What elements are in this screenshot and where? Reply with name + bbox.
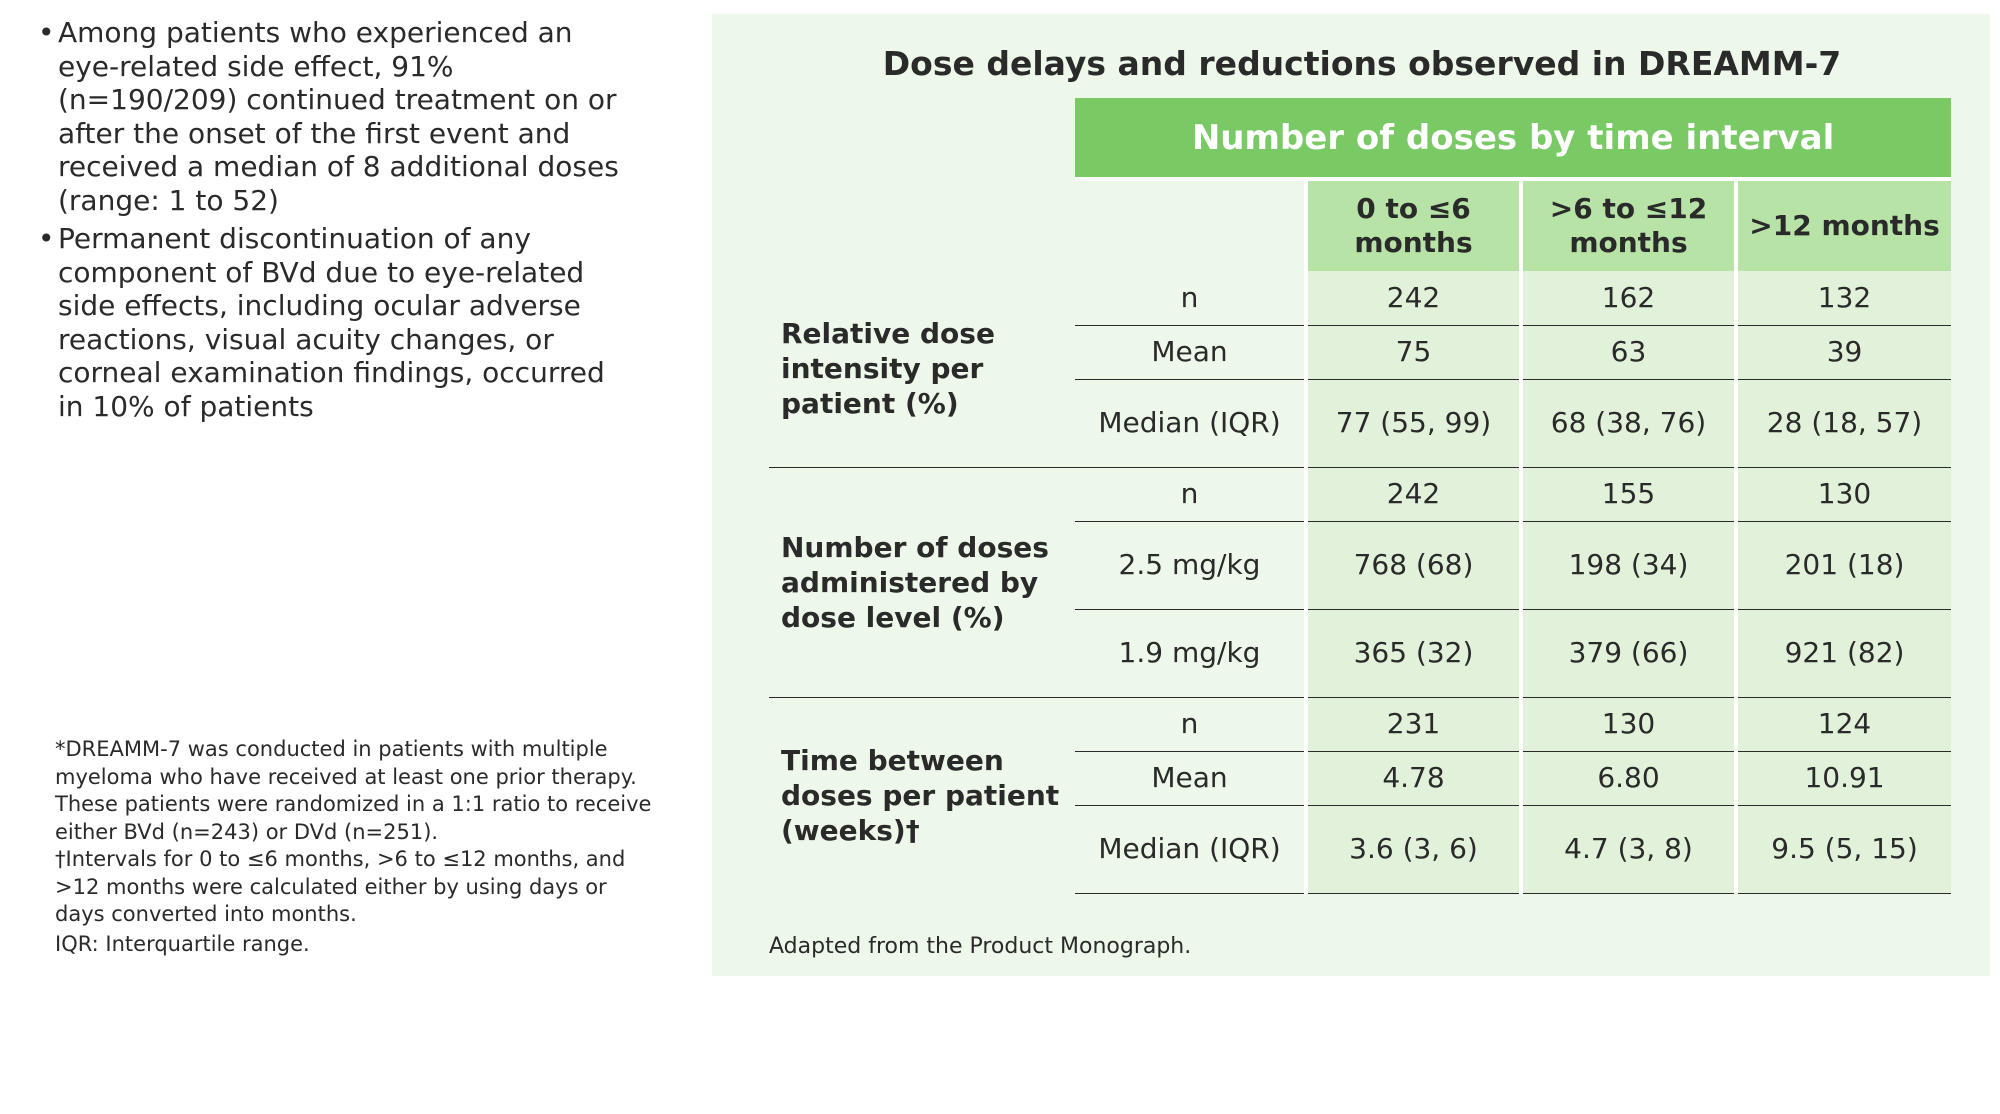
table-cell: 768 (68) (1304, 520, 1521, 609)
table-cell: 75 (1304, 324, 1521, 379)
footnote-iqr: IQR: Interquartile range. (55, 931, 310, 956)
footnotes: *DREAMM-7 was conducted in patients with… (55, 736, 655, 958)
dose-panel: Dose delays and reductions observed in D… (712, 14, 1990, 976)
stat-label: 2.5 mg/kg (1075, 520, 1306, 609)
table-cell: 921 (82) (1733, 608, 1952, 697)
table-cell: 39 (1733, 324, 1952, 379)
table-cell: 10.91 (1733, 750, 1952, 805)
stat-label: 1.9 mg/kg (1075, 608, 1306, 697)
column-header: 0 to ≤6 months (1304, 179, 1521, 271)
table-cell: 379 (66) (1519, 608, 1736, 697)
stat-label: n (1075, 466, 1306, 521)
bullet-text: Among patients who experienced an eye-re… (58, 16, 619, 217)
footnote-intervals: †Intervals for 0 to ≤6 months, >6 to ≤12… (55, 847, 626, 926)
section-label: Time between doses per patient (weeks)† (769, 696, 1075, 893)
table-cell: 68 (38, 76) (1519, 378, 1736, 467)
column-header: >6 to ≤12 months (1519, 179, 1736, 271)
bullet-symbol: • (38, 222, 55, 255)
table-cell: 162 (1519, 271, 1736, 325)
table-cell: 155 (1519, 466, 1736, 521)
bullet-text: Permanent discontinuation of any compone… (58, 222, 605, 423)
stat-label: Mean (1075, 324, 1306, 379)
table-cell: 130 (1733, 466, 1952, 521)
bullet-list: • Among patients who experienced an eye-… (38, 16, 638, 428)
bullet-symbol: • (38, 16, 55, 49)
table-cell: 242 (1304, 466, 1521, 521)
bullet-item: • Among patients who experienced an eye-… (38, 16, 638, 217)
stat-label: Median (IQR) (1075, 378, 1306, 467)
stat-label: Mean (1075, 750, 1306, 805)
table-cell: 63 (1519, 324, 1736, 379)
table-cell: 132 (1733, 271, 1952, 325)
header-spacer (1075, 179, 1306, 271)
table-cell: 231 (1304, 696, 1521, 751)
stat-label: n (1075, 696, 1306, 751)
dose-table: Number of doses by time interval 0 to ≤6… (769, 98, 1952, 894)
table-cell: 242 (1304, 271, 1521, 325)
table-cell: 28 (18, 57) (1733, 378, 1952, 467)
table-cell: 9.5 (5, 15) (1733, 804, 1952, 894)
column-header: >12 months (1733, 179, 1952, 271)
table-cell: 6.80 (1519, 750, 1736, 805)
source-note: Adapted from the Product Monograph. (769, 934, 1192, 959)
table-cell: 201 (18) (1733, 520, 1952, 609)
table-cell: 198 (34) (1519, 520, 1736, 609)
panel-title: Dose delays and reductions observed in D… (882, 44, 1842, 83)
footnote-dreamm: *DREAMM-7 was conducted in patients with… (55, 737, 652, 844)
table-cell: 77 (55, 99) (1304, 378, 1521, 467)
stat-label: n (1180, 280, 1199, 314)
table-cell: 124 (1733, 696, 1952, 751)
table-cell: 130 (1519, 696, 1736, 751)
bullet-item: • Permanent discontinuation of any compo… (38, 222, 638, 423)
table-cell: 3.6 (3, 6) (1304, 804, 1521, 894)
table-cell: 4.7 (3, 8) (1519, 804, 1736, 894)
table-cell: 365 (32) (1304, 608, 1521, 697)
header-spacer (769, 98, 1075, 179)
header-spacer (769, 179, 1075, 271)
section-label: Number of doses administered by dose lev… (769, 466, 1075, 697)
group-header: Number of doses by time interval (1075, 98, 1952, 181)
stat-label: Median (IQR) (1075, 804, 1306, 894)
section-label: Relative dose intensity per patient (%) (781, 317, 995, 421)
dose-table-wrap: Number of doses by time interval 0 to ≤6… (769, 98, 1952, 894)
table-cell: 4.78 (1304, 750, 1521, 805)
